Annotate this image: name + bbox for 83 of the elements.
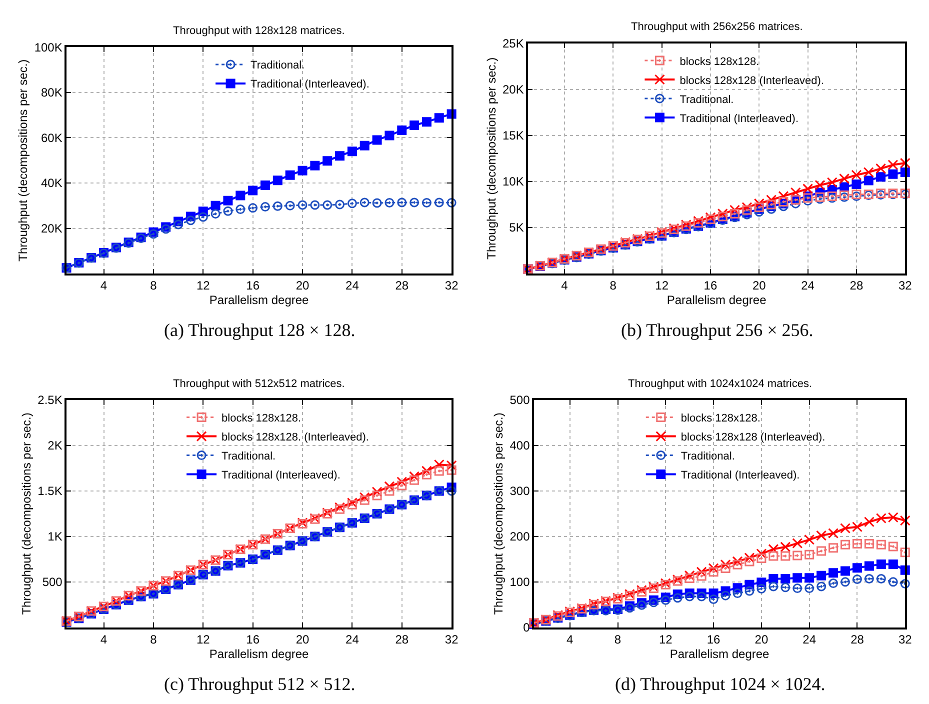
y-axis-title: Throughput (decompositions per sec.) — [492, 412, 506, 615]
y-tick-label: 10K — [502, 174, 524, 189]
y-tick-label: 2K — [48, 438, 62, 453]
y-axis-title: Throughput (decompositions per sec.) — [16, 59, 30, 262]
x-tick-label: 20 — [754, 632, 768, 647]
legend-label: blocks 128x128 (Interleaved). — [680, 432, 826, 444]
x-tick-label: 28 — [395, 278, 409, 293]
legend-label: Traditional (Interleaved). — [680, 470, 800, 482]
y-axis-title: Throughput (decompositions per sec.) — [19, 412, 34, 615]
x-tick-label: 16 — [246, 278, 260, 293]
x-tick-label: 24 — [346, 632, 360, 647]
x-tick-label: 12 — [196, 278, 210, 293]
x-tick-label: 24 — [802, 632, 816, 647]
x-tick-label: 12 — [658, 632, 673, 647]
chart-title: Throughput with 1024x1024 matrices. — [628, 378, 812, 390]
text: (d) Throughput 1024 × 1024. — [615, 674, 826, 694]
y-tick-label: 20K — [40, 222, 62, 236]
y-tick-label: 20K — [502, 82, 524, 97]
text: (c) Throughput 512 × 512. — [164, 674, 356, 694]
y-tick-label: 100 — [510, 575, 530, 590]
legend-label: Traditional (Interleaved). — [222, 470, 340, 482]
x-tick-label: 20 — [752, 278, 766, 293]
chart-title: Throughput with 512x512 matrices. — [173, 378, 345, 390]
x-tick-label: 28 — [850, 632, 864, 647]
y-tick-label: 1K — [48, 530, 62, 544]
x-tick-label: 32 — [898, 632, 912, 647]
x-tick-label: 4 — [100, 278, 108, 293]
x-tick-label: 8 — [150, 278, 158, 293]
legend-label: Traditional (Interleaved). — [250, 78, 370, 91]
x-axis-title: Parallelism degree — [670, 646, 770, 661]
x-tick-label: 16 — [246, 632, 260, 647]
x-tick-label: 16 — [704, 278, 718, 293]
x-tick-label: 12 — [196, 632, 210, 647]
legend-label: Traditional. — [222, 450, 276, 463]
legend-label: Traditional. — [680, 450, 735, 463]
x-tick-label: 20 — [296, 632, 310, 647]
chart-title: Throughput with 128x128 matrices. — [173, 25, 345, 37]
legend-label: blocks 128x128. — [222, 412, 302, 425]
y-tick-label: 25K — [502, 36, 524, 50]
x-tick-label: 4 — [566, 632, 574, 647]
x-tick-label: 20 — [296, 278, 310, 293]
x-tick-label: 28 — [395, 632, 409, 647]
y-tick-label: 15K — [502, 128, 524, 143]
x-axis-title: Parallelism degree — [209, 293, 310, 308]
y-tick-label: 80K — [40, 86, 62, 100]
x-tick-label: 8 — [614, 632, 622, 647]
x-tick-label: 4 — [100, 632, 108, 647]
y-tick-label: 2.5K — [38, 393, 62, 408]
x-axis-title: Parallelism degree — [666, 293, 767, 308]
legend-label: Traditional (Interleaved). — [680, 112, 799, 125]
y-tick-label: 100K — [34, 40, 62, 54]
y-tick-label: 60K — [40, 130, 62, 145]
chart-title: Throughput with 256x256 matrices. — [631, 21, 803, 33]
legend-label: Traditional. — [680, 94, 734, 106]
x-tick-label: 24 — [801, 278, 815, 293]
text: (b) Throughput 256 × 256. — [621, 320, 814, 340]
x-tick-label: 32 — [444, 632, 459, 647]
text: (a) Throughput 128 × 128. — [164, 320, 356, 340]
x-tick-label: 8 — [610, 278, 617, 293]
x-axis-title: Parallelism degree — [209, 646, 310, 661]
x-tick-label: 4 — [561, 278, 568, 293]
y-tick-label: 5K — [509, 220, 524, 235]
y-tick-label: 40K — [40, 176, 62, 190]
x-tick-label: 16 — [706, 632, 721, 647]
x-tick-label: 8 — [150, 632, 158, 647]
y-tick-label: 1.5K — [38, 484, 62, 498]
y-tick-label: 400 — [510, 438, 530, 453]
legend-label: blocks 128x128 (Interleaved). — [680, 74, 824, 87]
legend-label: blocks 128x128. (Interleaved). — [222, 432, 369, 444]
y-tick-label: 0 — [523, 620, 530, 635]
x-tick-label: 24 — [346, 278, 360, 293]
y-tick-label: 300 — [510, 484, 530, 498]
y-tick-label: 500 — [42, 575, 63, 590]
x-tick-label: 32 — [444, 278, 459, 293]
legend-label: Traditional. — [250, 60, 305, 72]
y-axis-title: Throughput (decompositions per sec.) — [484, 57, 498, 260]
y-tick-label: 500 — [510, 393, 530, 408]
x-tick-label: 12 — [655, 278, 669, 293]
legend-label: blocks 128x128. — [680, 56, 760, 68]
legend-label: blocks 128x128. — [680, 412, 760, 425]
y-tick-label: 200 — [510, 530, 530, 544]
x-tick-label: 28 — [850, 278, 864, 293]
x-tick-label: 32 — [898, 278, 912, 293]
